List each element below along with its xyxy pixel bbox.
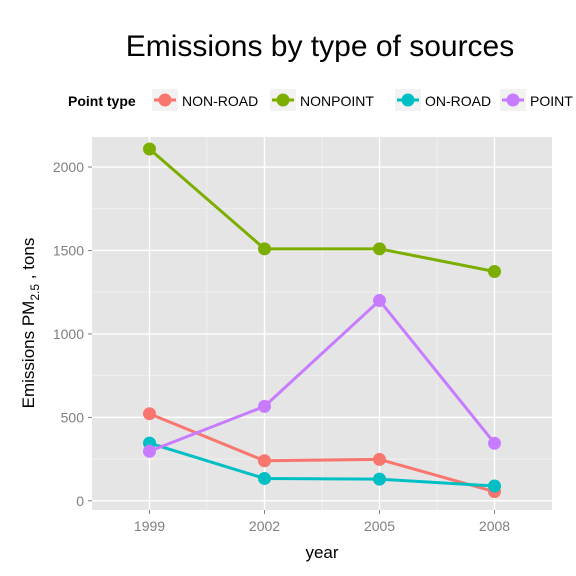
series-line-point: [148, 299, 496, 453]
data-point-point: [143, 444, 156, 458]
x-tick-label: 1999: [134, 518, 165, 534]
y-tick-label: 0: [76, 493, 84, 509]
series-line-non-road: [148, 412, 495, 494]
legend-label: NON-ROAD: [182, 93, 258, 109]
data-point-on-road: [373, 472, 386, 486]
chart-title: Emissions by type of sources: [126, 30, 515, 63]
x-tick-label: 2008: [479, 518, 510, 534]
data-point-non-road: [258, 454, 271, 468]
data-point-point: [258, 399, 271, 413]
data-point-point: [488, 436, 501, 450]
series-line-on-road: [149, 441, 495, 488]
legend-item-on-road: ON-ROAD: [395, 89, 491, 111]
y-tick-label: 1000: [53, 326, 84, 342]
legend-key-point: [401, 93, 415, 107]
x-tick-label: 2005: [364, 518, 395, 534]
y-axis-title: Emissions PM2.5 , tons: [19, 238, 42, 409]
legend-label: ON-ROAD: [425, 93, 491, 109]
data-point-point: [373, 294, 386, 308]
data-point-nonpoint: [143, 142, 156, 156]
y-tick-label: 2000: [53, 159, 84, 175]
legend-label: POINT: [530, 93, 573, 109]
data-point-nonpoint: [373, 242, 386, 256]
x-axis-title: year: [305, 543, 338, 562]
legend-item-non-road: NON-ROAD: [152, 89, 258, 111]
y-axis-title-main: Emissions PM: [19, 301, 38, 409]
y-axis-title-tail: , tons: [19, 238, 38, 284]
legend-key-point: [506, 93, 520, 107]
x-tick-label: 2002: [249, 518, 280, 534]
data-point-nonpoint: [258, 242, 271, 256]
legend: Point type NON-ROAD NONPOINT ON-ROAD POINT: [68, 89, 573, 111]
data-point-on-road: [258, 471, 271, 485]
series-line-nonpoint: [148, 147, 495, 273]
legend-label: NONPOINT: [300, 93, 374, 109]
legend-key-point: [158, 93, 172, 107]
data-point-nonpoint: [488, 265, 501, 279]
y-axis-title-subscript: 2.5: [28, 284, 42, 301]
data-point-on-road: [488, 479, 501, 493]
y-tick-label: 1500: [53, 242, 84, 258]
legend-key-point: [276, 93, 290, 107]
data-point-non-road: [373, 452, 386, 466]
legend-item-point: POINT: [500, 89, 573, 111]
legend-item-nonpoint: NONPOINT: [270, 89, 374, 111]
y-tick-label: 500: [61, 409, 85, 425]
data-point-non-road: [143, 407, 156, 421]
legend-title: Point type: [68, 93, 136, 109]
